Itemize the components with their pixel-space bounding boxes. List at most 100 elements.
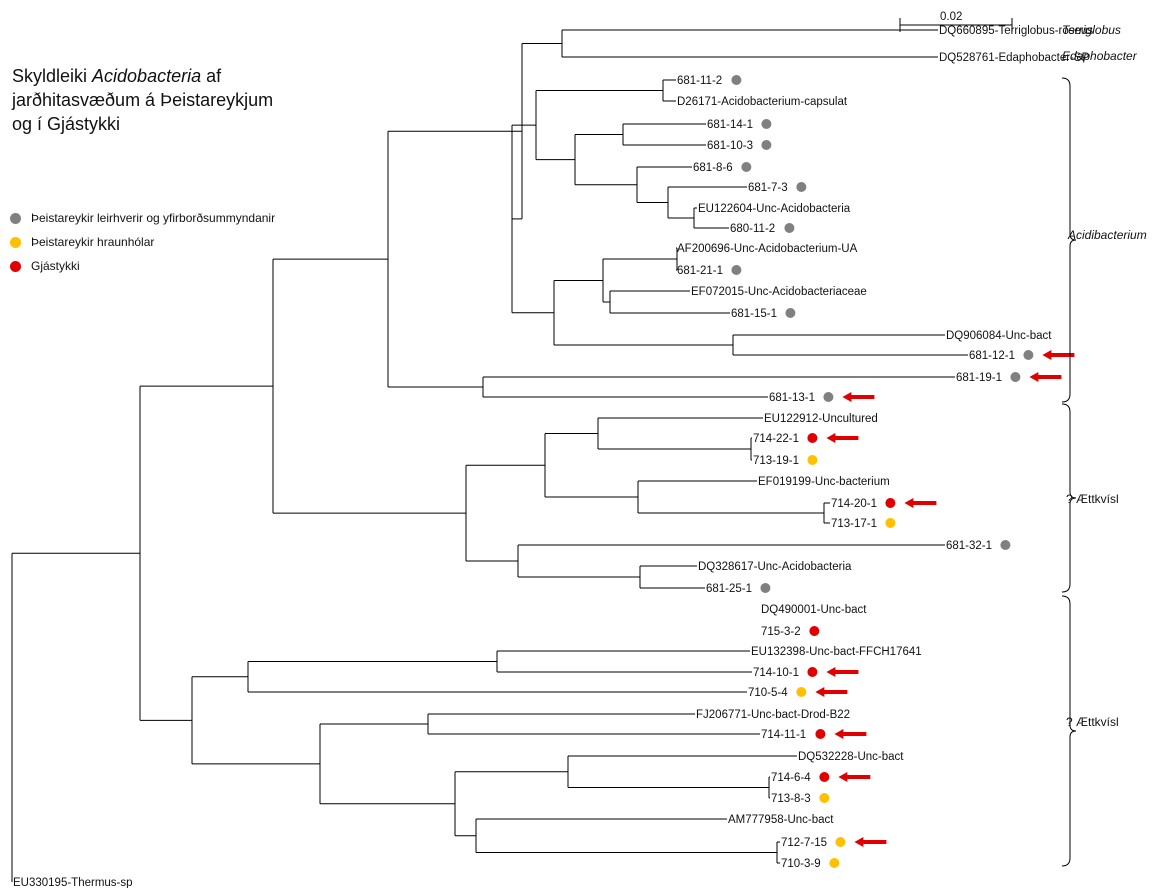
leaf-label: 681-7-3: [748, 182, 788, 194]
leaf-label: 714-6-4: [771, 772, 811, 784]
grey-dot-icon: [731, 265, 742, 275]
red-arrow-icon: [842, 392, 875, 402]
red-dot-icon: [807, 433, 818, 443]
leaf-label: 680-11-2: [730, 223, 775, 235]
legend-item-yellow: Þeistareykir hraunhólar: [10, 230, 275, 254]
legend-label: Gjástykki: [31, 259, 80, 273]
group-label-aettkvisl-2: ? Ættkvísl: [1066, 715, 1119, 729]
leaf-label: EU132398-Unc-bact-FFCH17641: [751, 646, 922, 658]
leaf-label: DQ660895-Terriglobus-roseus: [939, 25, 1093, 37]
grey-dot-icon: [761, 119, 772, 129]
title-line1-italic: Acidobacteria: [92, 66, 202, 86]
yellow-dot-icon: [796, 687, 807, 697]
red-dot-icon: [10, 260, 21, 272]
leaf-label: D26171-Acidobacterium-capsulat: [677, 96, 848, 108]
grey-dot-icon: [760, 583, 771, 593]
grey-dot-icon: [1023, 350, 1034, 360]
bracket-acidibacterium: [1061, 77, 1077, 403]
leaf-label: 714-20-1: [831, 498, 877, 510]
red-arrow-icon: [854, 837, 887, 847]
leaf-label: EU122912-Uncultured: [764, 413, 878, 425]
leaf-label: DQ490001-Unc-bact: [761, 604, 867, 616]
leaf-label: 715-3-2: [761, 626, 801, 638]
leaf-label: DQ528761-Edaphobacter-SP: [939, 52, 1090, 64]
yellow-dot-icon: [885, 518, 896, 528]
leaf-label: 714-10-1: [753, 667, 799, 679]
leaf-label: AF200696-Unc-Acidobacterium-UA: [677, 243, 858, 255]
legend-item-grey: Þeistareykir leirhverir og yfirborðsummy…: [10, 206, 275, 230]
figure-title: Skyldleiki Acidobacteria af jarðhitasvæð…: [12, 64, 273, 136]
leaf-label: 681-15-1: [731, 308, 777, 320]
leaf-label: EU330195-Thermus-sp: [13, 877, 133, 888]
leaf-label: 713-8-3: [771, 793, 811, 805]
leaf-label: FJ206771-Unc-bact-Drod-B22: [696, 709, 850, 721]
leaf-label: 681-25-1: [706, 583, 752, 595]
red-arrow-icon: [1029, 372, 1062, 382]
red-arrow-icon: [826, 667, 859, 677]
leaf-label: 714-22-1: [753, 433, 799, 445]
grey-dot-icon: [1000, 540, 1011, 550]
red-arrow-icon: [815, 687, 848, 697]
red-dot-icon: [807, 667, 818, 677]
leaf-label: DQ328617-Unc-Acidobacteria: [698, 561, 852, 573]
legend-label: Þeistareykir leirhverir og yfirborðsummy…: [31, 211, 276, 225]
leaf-label: 714-11-1: [761, 729, 806, 741]
red-arrow-icon: [838, 772, 871, 782]
leaf-label: 713-17-1: [831, 518, 877, 530]
bracket-group-3: [1061, 595, 1077, 867]
leaf-label: 710-5-4: [748, 687, 788, 699]
leaf-label: 681-32-1: [946, 540, 992, 552]
title-line2: jarðhitasvæðum á Þeistareykjum: [12, 90, 274, 110]
title-line1-pre: Skyldleiki: [12, 66, 93, 86]
yellow-dot-icon: [807, 455, 818, 465]
red-dot-icon: [885, 498, 896, 508]
red-dot-icon: [815, 729, 826, 739]
grey-dot-icon: [761, 140, 772, 150]
legend-item-red: Gjástykki: [10, 254, 275, 278]
grey-dot-icon: [785, 308, 796, 318]
leaf-label: 713-19-1: [753, 455, 799, 467]
title-line3: og í Gjástykki: [12, 114, 121, 134]
yellow-dot-icon: [835, 837, 846, 847]
grey-dot-icon: [731, 75, 742, 85]
leaf-label: 681-11-2: [677, 75, 722, 87]
leaf-label: 681-19-1: [956, 372, 1002, 384]
red-arrow-icon: [904, 498, 937, 508]
leaf-label: EF019199-Unc-bacterium: [758, 476, 890, 488]
legend-label: Þeistareykir hraunhólar: [31, 235, 155, 249]
leaf-label: 681-13-1: [769, 392, 815, 404]
red-arrow-icon: [834, 729, 867, 739]
bracket-group-2: [1061, 403, 1077, 593]
red-dot-icon: [809, 626, 820, 636]
scale-bar-label: 0.02: [940, 11, 962, 23]
grey-dot-icon: [823, 392, 834, 402]
leaf-label: AM777958-Unc-bact: [728, 814, 834, 826]
group-label-terriglobus: Terriglobus: [1062, 23, 1121, 37]
leaf-label: EF072015-Unc-Acidobacteriaceae: [691, 286, 867, 298]
group-label-acidibacterium: Acidibacterium: [1067, 228, 1147, 242]
yellow-dot-icon: [829, 858, 840, 868]
leaf-label: 681-10-3: [707, 140, 753, 152]
yellow-dot-icon: [10, 236, 21, 248]
title-line1-post: af: [201, 66, 222, 86]
leaf-label: DQ532228-Unc-bact: [798, 751, 904, 763]
grey-dot-icon: [784, 223, 795, 233]
grey-dot-icon: [741, 162, 752, 172]
grey-dot-icon: [10, 212, 21, 224]
grey-dot-icon: [1010, 372, 1021, 382]
red-arrow-icon: [826, 433, 859, 443]
leaf-label: 681-12-1: [969, 350, 1015, 362]
grey-dot-icon: [796, 182, 807, 192]
leaf-label: 681-14-1: [707, 119, 753, 131]
leaf-label: 712-7-15: [781, 837, 827, 849]
group-label-aettkvisl-1: ? Ættkvísl: [1066, 492, 1119, 506]
legend: Þeistareykir leirhverir og yfirborðsummy…: [10, 206, 275, 278]
red-arrow-icon: [1042, 350, 1075, 360]
yellow-dot-icon: [819, 793, 830, 803]
red-dot-icon: [819, 772, 830, 782]
group-label-edaphobacter: Edaphobacter: [1062, 49, 1138, 63]
leaf-label: 681-21-1: [677, 265, 723, 277]
leaf-label: 681-8-6: [693, 162, 733, 174]
leaf-label: 710-3-9: [781, 858, 821, 870]
